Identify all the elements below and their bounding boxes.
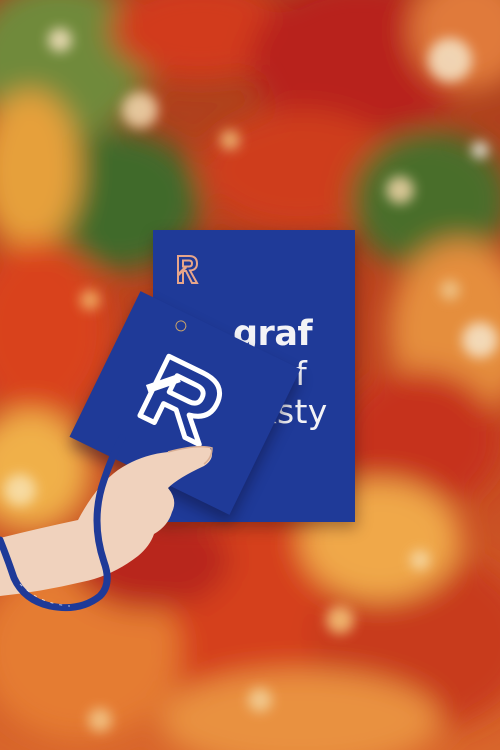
- lanyard: [0, 434, 126, 612]
- r-monogram-icon: [177, 255, 199, 284]
- r-monogram-icon: [137, 353, 223, 447]
- conference-badge: [69, 291, 301, 515]
- hand: [0, 446, 212, 596]
